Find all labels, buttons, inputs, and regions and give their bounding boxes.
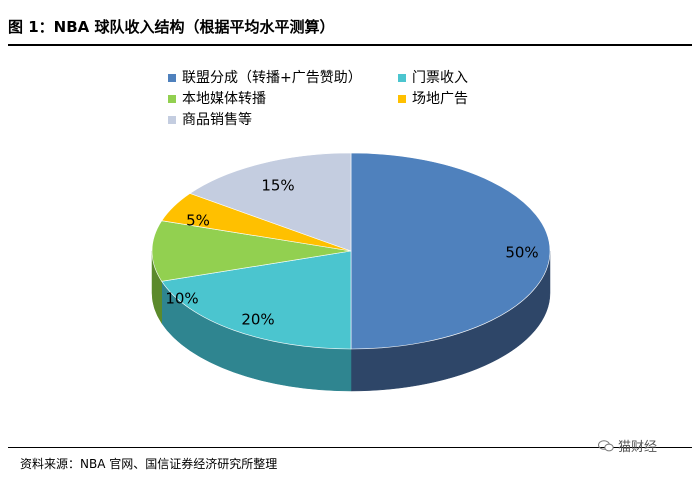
slice-label-1: 20% xyxy=(241,311,274,329)
legend-item-3: 场地广告 xyxy=(398,91,468,107)
legend-label-2: 本地媒体转播 xyxy=(182,91,266,107)
slice-label-4: 15% xyxy=(261,177,294,195)
wechat-icon xyxy=(598,440,614,452)
watermark: 猫财经 xyxy=(598,436,657,455)
legend-swatch-2 xyxy=(168,95,176,103)
pie-slice-0 xyxy=(350,152,551,350)
source-rule xyxy=(8,447,692,448)
pie-slice-1 xyxy=(161,250,352,350)
source-note: 资料来源：NBA 官网、国信证券经济研究所整理 xyxy=(20,457,278,471)
pie-sides xyxy=(151,250,551,392)
legend-swatch-3 xyxy=(398,95,406,103)
legend-item-1: 门票收入 xyxy=(398,70,468,86)
legend-swatch-1 xyxy=(398,74,406,82)
pie-slice-2 xyxy=(151,220,352,282)
slice-label-3: 5% xyxy=(186,212,210,230)
legend-label-4: 商品销售等 xyxy=(182,111,252,128)
title-rule xyxy=(8,44,692,46)
legend-label-3: 场地广告 xyxy=(412,91,468,107)
legend-item-2: 本地媒体转播 xyxy=(168,91,266,107)
slice-label-0: 50% xyxy=(505,244,538,262)
legend-item-4: 商品销售等 xyxy=(168,111,252,128)
pie-slices xyxy=(151,152,551,350)
watermark-text: 猫财经 xyxy=(618,440,658,455)
slice-label-2: 10% xyxy=(165,290,198,308)
pie-slice-4 xyxy=(189,152,352,252)
slice-labels: 50% 20% 10% 5% 15% xyxy=(165,177,538,329)
legend-swatch-0 xyxy=(168,74,176,82)
figure-title: 图 1：NBA 球队收入结构（根据平均水平测算） xyxy=(8,18,335,36)
legend-label-1: 门票收入 xyxy=(412,70,468,86)
legend-item-0: 联盟分成（转播+广告赞助） xyxy=(168,70,362,86)
legend-swatch-4 xyxy=(168,116,176,124)
legend-label-0: 联盟分成（转播+广告赞助） xyxy=(182,70,362,86)
